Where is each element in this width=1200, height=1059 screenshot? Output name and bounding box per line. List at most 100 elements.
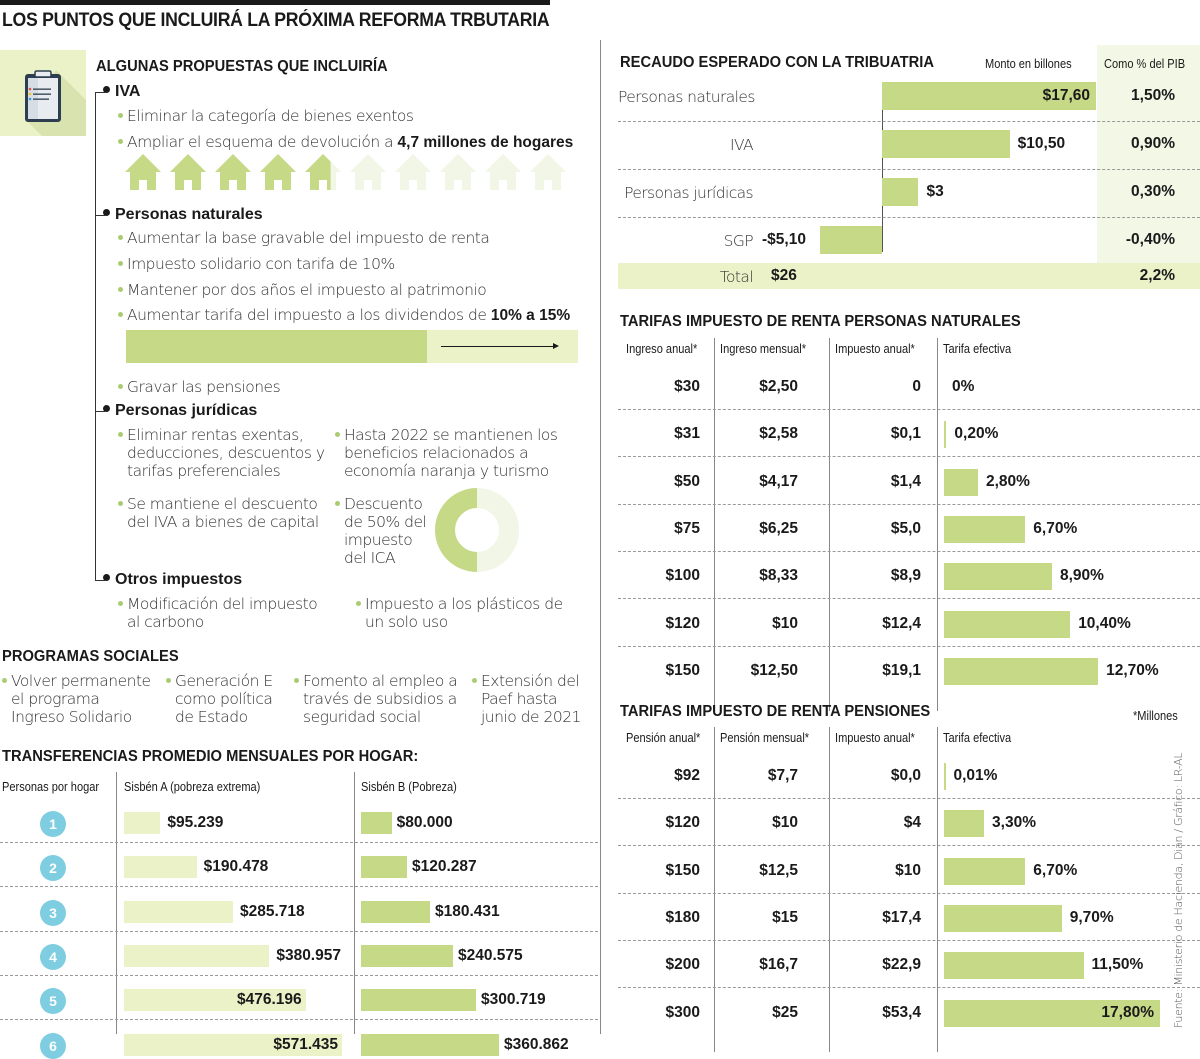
tarifa-label: 10,40%: [1078, 614, 1131, 632]
sisben-b-value: $360.862: [504, 1035, 569, 1053]
tarifa-bar: [944, 468, 978, 496]
list-item: Generación E como política de Estado: [166, 672, 291, 726]
row-divider: [618, 550, 1200, 552]
col-divider: [937, 727, 938, 1052]
list-item: Ampliar el esquema de devolución a 4,7 m…: [118, 133, 573, 152]
recaudo-category-label: Personas naturales: [618, 88, 755, 106]
tarifa-bar: [944, 563, 1052, 591]
house-icon: [529, 152, 567, 192]
bullet-dot: [356, 601, 361, 606]
cell-impuesto: $8,9: [890, 567, 921, 585]
bullet-dot: [118, 261, 123, 266]
recaudo-bar: [819, 226, 882, 254]
tree-branch: [95, 411, 105, 412]
sisben-a-value: $380.957: [276, 946, 341, 964]
top-rule: [0, 0, 550, 5]
cell-mensual: $7,7: [767, 767, 798, 784]
cell-impuesto: $0,0: [890, 767, 921, 784]
tree-branch: [95, 92, 105, 93]
recaudo-pib-label: 0,30%: [1131, 183, 1175, 200]
sisben-a-bar: [124, 900, 233, 923]
row-divider: [618, 121, 1200, 122]
bullet-dot: [118, 432, 123, 437]
cell-impuesto: $5,0: [890, 519, 921, 537]
cell-mensual: $2,50: [759, 378, 798, 395]
clipboard-icon-box: [0, 50, 86, 136]
sisben-b-bar: [361, 856, 407, 879]
cell-impuesto: $0,1: [890, 425, 921, 443]
list-item: Gravar las pensiones: [118, 378, 281, 396]
list-item: Aumentar la base gravable del impuesto d…: [118, 229, 490, 247]
table-col-header: Ingreso anual*: [626, 341, 698, 356]
tarifa-label: 0,20%: [954, 425, 999, 443]
tarifa-bar: [944, 952, 1084, 980]
persons-number-badge: 4: [40, 943, 66, 970]
sisben-b-bar: [361, 1033, 499, 1056]
col-divider: [116, 772, 117, 1034]
tree-branch: [95, 215, 105, 216]
sisben-b-bar: [361, 944, 453, 967]
tarifa-label: 6,70%: [1033, 519, 1078, 537]
house-icon: [214, 152, 252, 192]
houses-pictogram: [124, 152, 579, 192]
row-divider: [618, 987, 1200, 989]
row-divider: [618, 645, 1200, 647]
recaudo-value-label: -$5,10: [761, 231, 806, 248]
persons-number-badge: 1: [40, 811, 66, 837]
list-item: Aumentar tarifa del impuesto a los divid…: [118, 306, 570, 325]
list-item: Hasta 2022 se mantienen los beneficios r…: [335, 426, 585, 480]
sisben-a-bar: [124, 812, 161, 834]
row-divider: [618, 217, 1200, 218]
category-otros-impuestos: Otros impuestos: [103, 571, 242, 589]
cell-anual: $200: [665, 956, 700, 974]
cell-mensual: $8,33: [759, 567, 798, 585]
tarifa-label: 12,70%: [1106, 661, 1159, 679]
pensiones-table-title: TARIFAS IMPUESTO DE RENTA PENSIONES: [620, 703, 931, 720]
page-title: LOS PUNTOS QUE INCLUIRÁ LA PRÓXIMA REFOR…: [2, 10, 550, 31]
cell-anual: $75: [674, 519, 700, 537]
row-divider: [618, 409, 1200, 410]
column-divider: [600, 40, 601, 1034]
house-icon: [169, 152, 207, 192]
sisben-a-value: $190.478: [203, 858, 269, 876]
recaudo-bar: [882, 82, 1096, 110]
ica-discount-donut: [435, 488, 519, 572]
col-header-monto: Monto en billones: [985, 56, 1072, 71]
recaudo-category-label: Personas jurídicas: [624, 184, 753, 202]
tarifa-bar: [944, 904, 1062, 932]
recaudo-bar: [882, 130, 1010, 158]
list-item: Extensión del Paef hasta junio de 2021: [472, 672, 582, 726]
dividend-rate-bar: [126, 330, 578, 363]
total-row-bg: [618, 263, 1200, 289]
recaudo-value-label: $3: [926, 183, 944, 200]
cell-anual: $300: [665, 1003, 700, 1021]
row-divider: [618, 798, 1200, 799]
table-col-header: Impuesto anual*: [835, 730, 915, 745]
bullet-dot: [166, 678, 171, 683]
bullet-dot: [118, 235, 123, 240]
list-item: Impuesto a los plásticos de un solo uso: [356, 595, 576, 631]
persons-number-badge: 2: [40, 855, 66, 882]
tarifa-label: 9,70%: [1069, 908, 1114, 926]
total-value: $26: [771, 267, 797, 284]
house-icon: [349, 152, 387, 192]
row-divider: [618, 169, 1200, 170]
list-item: Modificación del impuesto al carbono: [118, 595, 328, 631]
cell-impuesto: 0: [912, 378, 921, 395]
category-personas-juridicas: Personas jurídicas: [103, 402, 257, 420]
tarifa-label: 2,80%: [985, 472, 1030, 490]
recaudo-title: RECAUDO ESPERADO CON LA TRIBUATRIA: [620, 54, 935, 71]
sisben-b-bar: [361, 989, 476, 1012]
persons-number-badge: 5: [40, 988, 66, 1015]
house-icon: [484, 152, 522, 192]
cell-impuesto: $19,1: [882, 661, 921, 679]
cell-mensual: $16,7: [759, 956, 798, 974]
tarifa-label: 3,30%: [992, 814, 1036, 832]
row-divider: [618, 503, 1200, 505]
cell-impuesto: $17,4: [882, 908, 921, 926]
pib-column-bg: [1097, 45, 1200, 288]
bullet-dot: [118, 113, 123, 118]
house-icon: [304, 152, 342, 192]
bullet-dot: [118, 384, 123, 389]
recaudo-category-label: IVA: [730, 136, 754, 154]
